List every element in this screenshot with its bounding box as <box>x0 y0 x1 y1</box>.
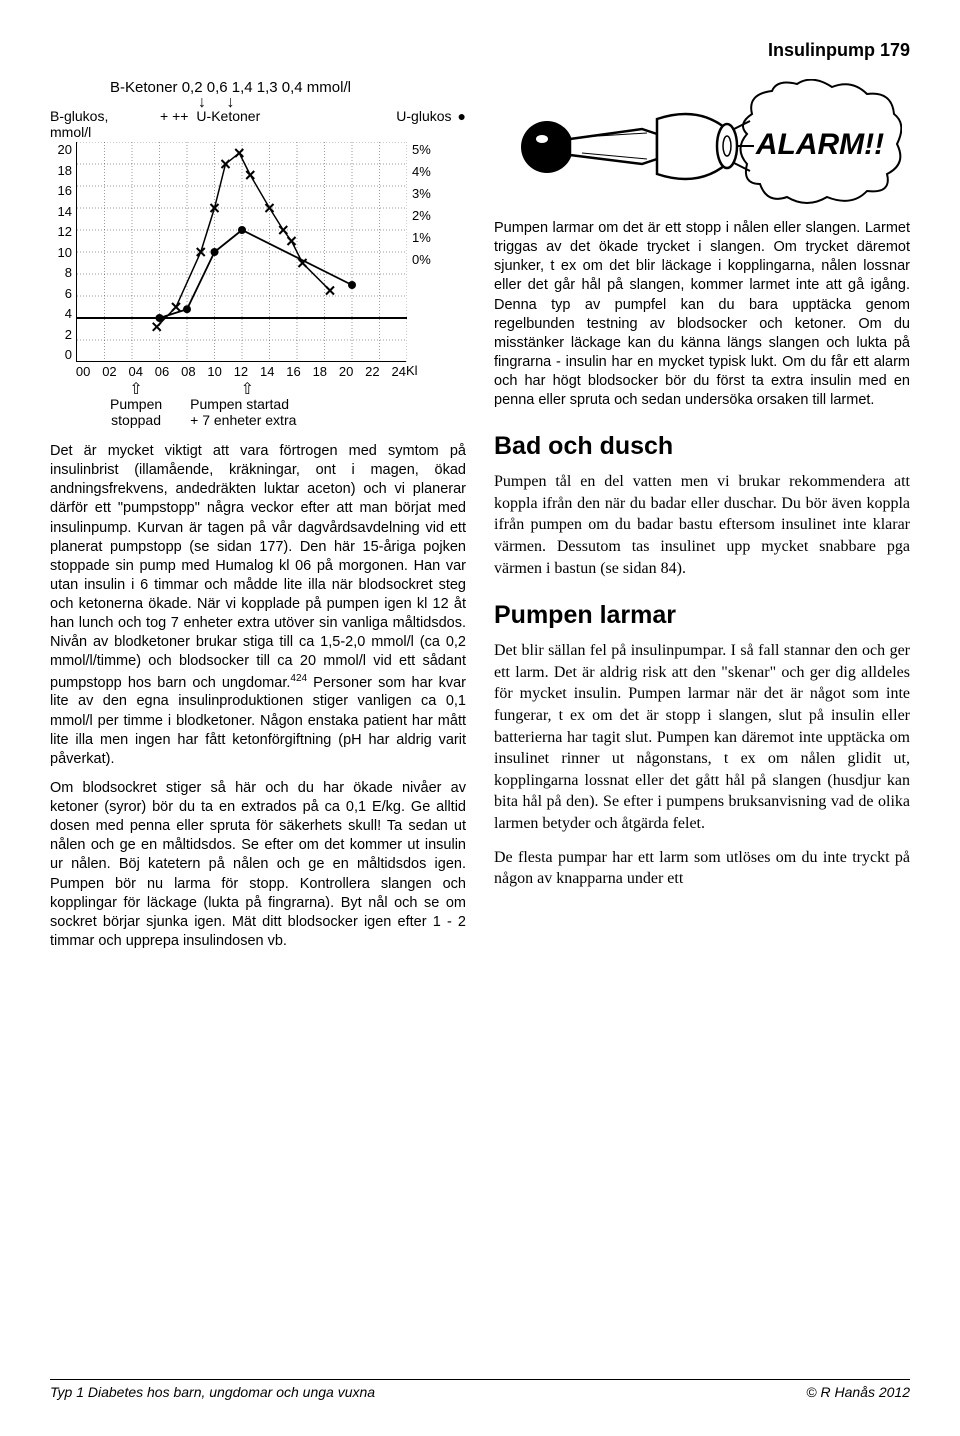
chart-ketoner-label: B-Ketoner 0,2 0,6 1,4 1,3 0,4 mmol/l <box>110 79 466 96</box>
caption-paragraph-1: Det är mycket viktigt att vara förtrogen… <box>50 442 466 769</box>
chart-figure: B-Ketoner 0,2 0,6 1,4 1,3 0,4 mmol/l ↓ ↓… <box>50 79 466 428</box>
y-axis-left: 20181614121086420 <box>50 142 76 362</box>
up-arrow-icon: ⇧ <box>110 384 162 396</box>
legend-plus: + ++ <box>160 108 188 124</box>
heading-pumpen-larmar: Pumpen larmar <box>494 601 910 630</box>
legend-uglukos: U-glukos <box>396 108 451 124</box>
x-axis-kl: Kl <box>406 363 466 378</box>
pump-started-annotation: ⇧ Pumpen startad + 7 enheter extra <box>190 384 296 428</box>
legend-dot-icon: ● <box>458 108 466 124</box>
footer-right: © R Hanås 2012 <box>806 1384 910 1400</box>
body-larmar-p2: De flesta pumpar har ett larm som utlöse… <box>494 847 910 890</box>
body-larmar-p1: Det blir sällan fel på insulinpumpar. I … <box>494 640 910 834</box>
alarm-caption: Pumpen larmar om det är ett stopp i nåle… <box>494 219 910 410</box>
chart-down-arrows: ↓ ↓ <box>198 98 466 108</box>
figure-caption: Det är mycket viktigt att vara förtrogen… <box>50 442 466 951</box>
y-axis-right: 5%4%3%2%1%0% <box>406 142 446 362</box>
page-header: Insulinpump 179 <box>50 40 910 61</box>
chart-plot <box>76 142 406 362</box>
right-column: ALARM!! Pumpen larmar om det är ett stop… <box>494 79 910 961</box>
left-column: B-Ketoner 0,2 0,6 1,4 1,3 0,4 mmol/l ↓ ↓… <box>50 79 466 961</box>
heading-bad-dusch: Bad och dusch <box>494 432 910 461</box>
caption-paragraph-2: Om blodsockret stiger så här och du har … <box>50 779 466 951</box>
alarm-illustration: ALARM!! <box>494 79 910 209</box>
page-footer: Typ 1 Diabetes hos barn, ungdomar och un… <box>50 1379 910 1400</box>
pump-stopped-annotation: ⇧ Pumpen stoppad <box>110 384 162 428</box>
up-arrow-icon: ⇧ <box>198 384 296 396</box>
footer-left: Typ 1 Diabetes hos barn, ungdomar och un… <box>50 1384 375 1400</box>
legend-uketoner: U-Ketoner <box>196 108 260 124</box>
alarm-text: ALARM!! <box>755 128 884 161</box>
body-bad-dusch: Pumpen tål en del vatten men vi brukar r… <box>494 471 910 579</box>
chart-ylabel: B-glukos, mmol/l <box>50 108 150 140</box>
